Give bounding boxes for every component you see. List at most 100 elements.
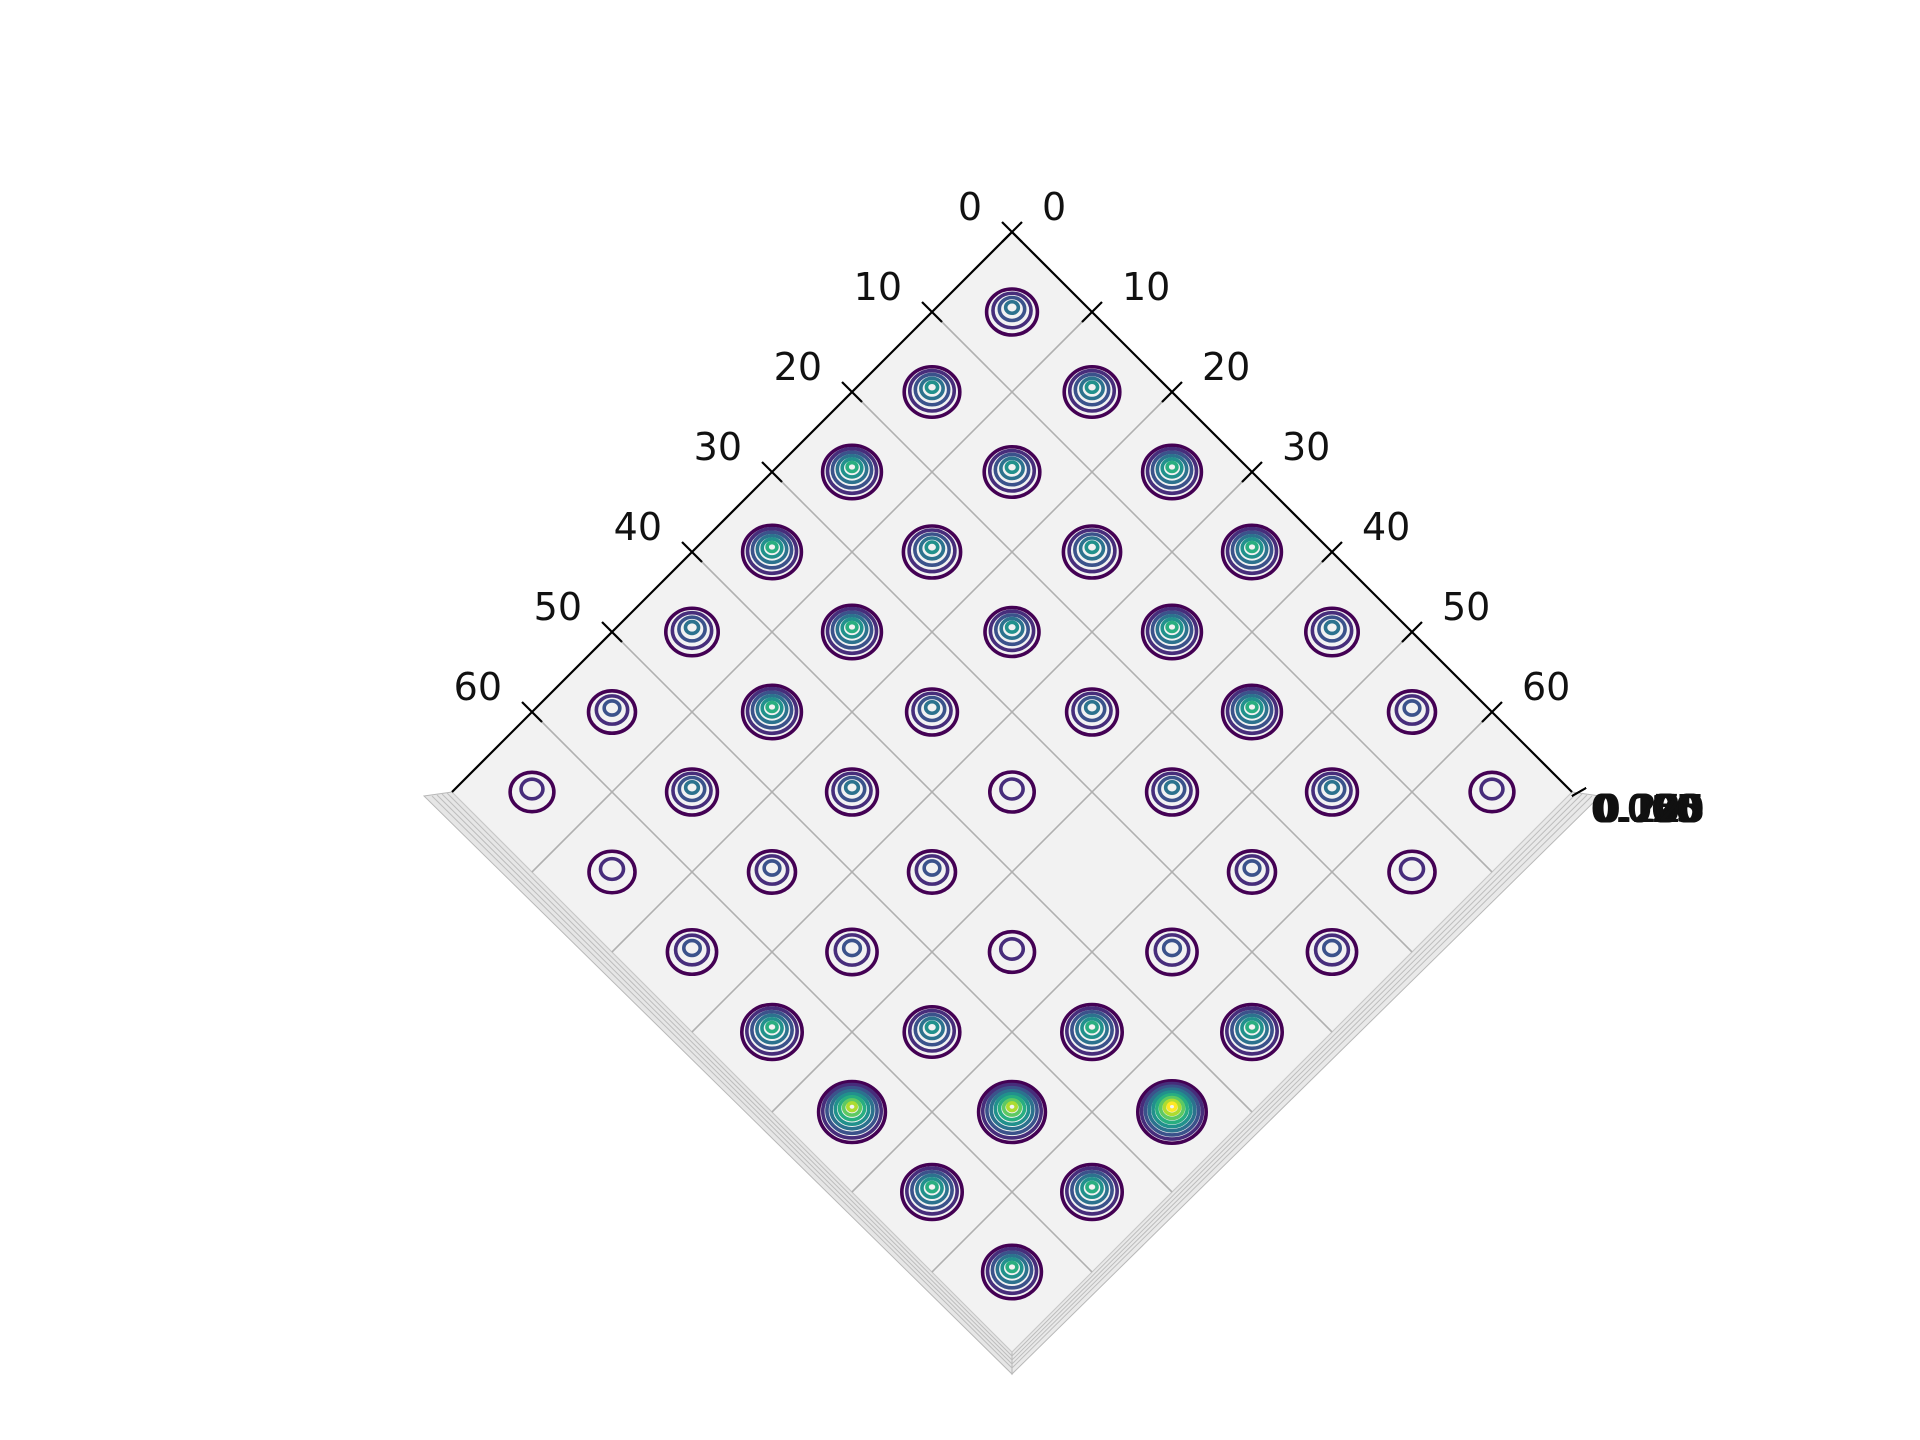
contour-peak xyxy=(824,767,880,817)
contour-line xyxy=(1245,700,1259,714)
contour-line xyxy=(907,368,957,413)
contour-line xyxy=(750,1009,794,1051)
contour-line xyxy=(683,619,701,636)
contour-line xyxy=(1060,1002,1125,1062)
contour-line xyxy=(677,615,707,643)
contour-line xyxy=(740,683,804,741)
z-tick-label: 0.075 xyxy=(1592,787,1701,831)
contour-line xyxy=(677,775,707,803)
y-tick xyxy=(1321,541,1343,563)
grid-line-x xyxy=(931,311,1493,873)
contour-line xyxy=(1145,927,1199,977)
contour-peak xyxy=(1060,1002,1125,1062)
contour-peak xyxy=(982,444,1042,500)
contour-line xyxy=(924,540,940,555)
contour-peak xyxy=(1064,687,1120,737)
contour-peak xyxy=(1468,770,1516,814)
z-tick-label: 0.150 xyxy=(1595,787,1704,831)
contour-line xyxy=(830,450,874,490)
contour-line xyxy=(1001,1098,1023,1117)
contour-line xyxy=(980,1243,1044,1301)
x-tick-label: 20 xyxy=(774,345,822,389)
contour-line xyxy=(913,532,951,568)
contour-peak xyxy=(984,287,1040,337)
z-tick-label: 0.225 xyxy=(1597,787,1706,831)
contour-line xyxy=(1235,693,1269,725)
contour-line xyxy=(1004,460,1020,475)
contour-line xyxy=(913,1012,951,1047)
grid-line-x xyxy=(531,711,1093,1273)
contour-line xyxy=(923,699,941,716)
contour-line xyxy=(1402,699,1422,717)
contour-line xyxy=(681,938,702,958)
wall-stripe xyxy=(446,792,1013,1357)
wall-stripe xyxy=(1011,793,1583,1361)
contour-line xyxy=(841,1098,863,1117)
contour-line xyxy=(746,848,798,895)
contour-line xyxy=(1071,691,1113,730)
y-tick xyxy=(1161,381,1183,403)
contour-line xyxy=(835,613,869,645)
contour-peak xyxy=(906,848,958,895)
contour-line xyxy=(906,848,958,895)
contour-line xyxy=(985,1246,1039,1296)
contour-peak xyxy=(1145,927,1199,977)
contour-line xyxy=(987,448,1037,493)
contour-line xyxy=(1311,771,1353,810)
contour-line xyxy=(1150,450,1194,490)
x-tick xyxy=(601,621,623,643)
contour-line xyxy=(1160,457,1184,479)
contour-line xyxy=(829,1088,875,1131)
contour-line xyxy=(602,699,622,717)
contour-line xyxy=(1235,533,1269,565)
contour-peak xyxy=(1061,524,1123,580)
contour-line xyxy=(1165,460,1179,474)
contour-line xyxy=(825,927,879,977)
contour-peak xyxy=(1220,1002,1285,1062)
contour-line xyxy=(745,526,799,576)
y-tick xyxy=(1081,301,1103,323)
contour-peak xyxy=(820,603,884,661)
contour-peak xyxy=(902,364,962,420)
contour-line xyxy=(1077,695,1107,723)
wall-stripe xyxy=(1011,795,1593,1369)
contour-line xyxy=(837,1095,867,1122)
contour-line xyxy=(765,700,779,714)
contour-line xyxy=(1070,1169,1114,1211)
contour-line xyxy=(1226,848,1278,895)
contour-line xyxy=(901,524,963,580)
contour-line xyxy=(519,777,545,801)
contour-line xyxy=(846,1101,858,1113)
z-tick-label: 0.050 xyxy=(1592,787,1701,831)
axes: 0 10 20 30 40 50 60 0 10 20 30 40 50 60 0.0000.0250.05… xyxy=(451,185,1706,831)
contour-peak xyxy=(739,1002,804,1062)
contour-line xyxy=(1317,775,1347,803)
contour-peak xyxy=(901,524,963,580)
z-tick-label: 0.175 xyxy=(1596,787,1705,831)
grid-line-y xyxy=(691,471,1253,1033)
contour-line xyxy=(745,686,799,736)
contour-line xyxy=(1064,687,1120,737)
x-tick xyxy=(681,541,703,563)
y-tick-label: 40 xyxy=(1362,505,1410,549)
contour-line xyxy=(1165,620,1179,634)
contour-line xyxy=(987,770,1036,814)
contour-line xyxy=(1161,938,1183,958)
contour-line xyxy=(1078,536,1106,561)
contour-line xyxy=(1160,617,1184,639)
grid-line-y xyxy=(771,551,1333,1113)
contour-line xyxy=(765,1020,779,1034)
y-tick xyxy=(1481,701,1503,723)
contour-line xyxy=(1234,854,1270,886)
contour-line xyxy=(1230,1009,1274,1051)
contour-line xyxy=(1158,1095,1186,1121)
z-tick-label: 0.125 xyxy=(1594,787,1703,831)
grid-line-x xyxy=(691,551,1253,1113)
contour-line xyxy=(841,938,863,958)
contour-line xyxy=(924,380,940,395)
contour-line xyxy=(508,770,556,814)
contour-line xyxy=(683,779,701,796)
contour-line xyxy=(820,443,884,501)
y-tick xyxy=(1001,221,1023,243)
